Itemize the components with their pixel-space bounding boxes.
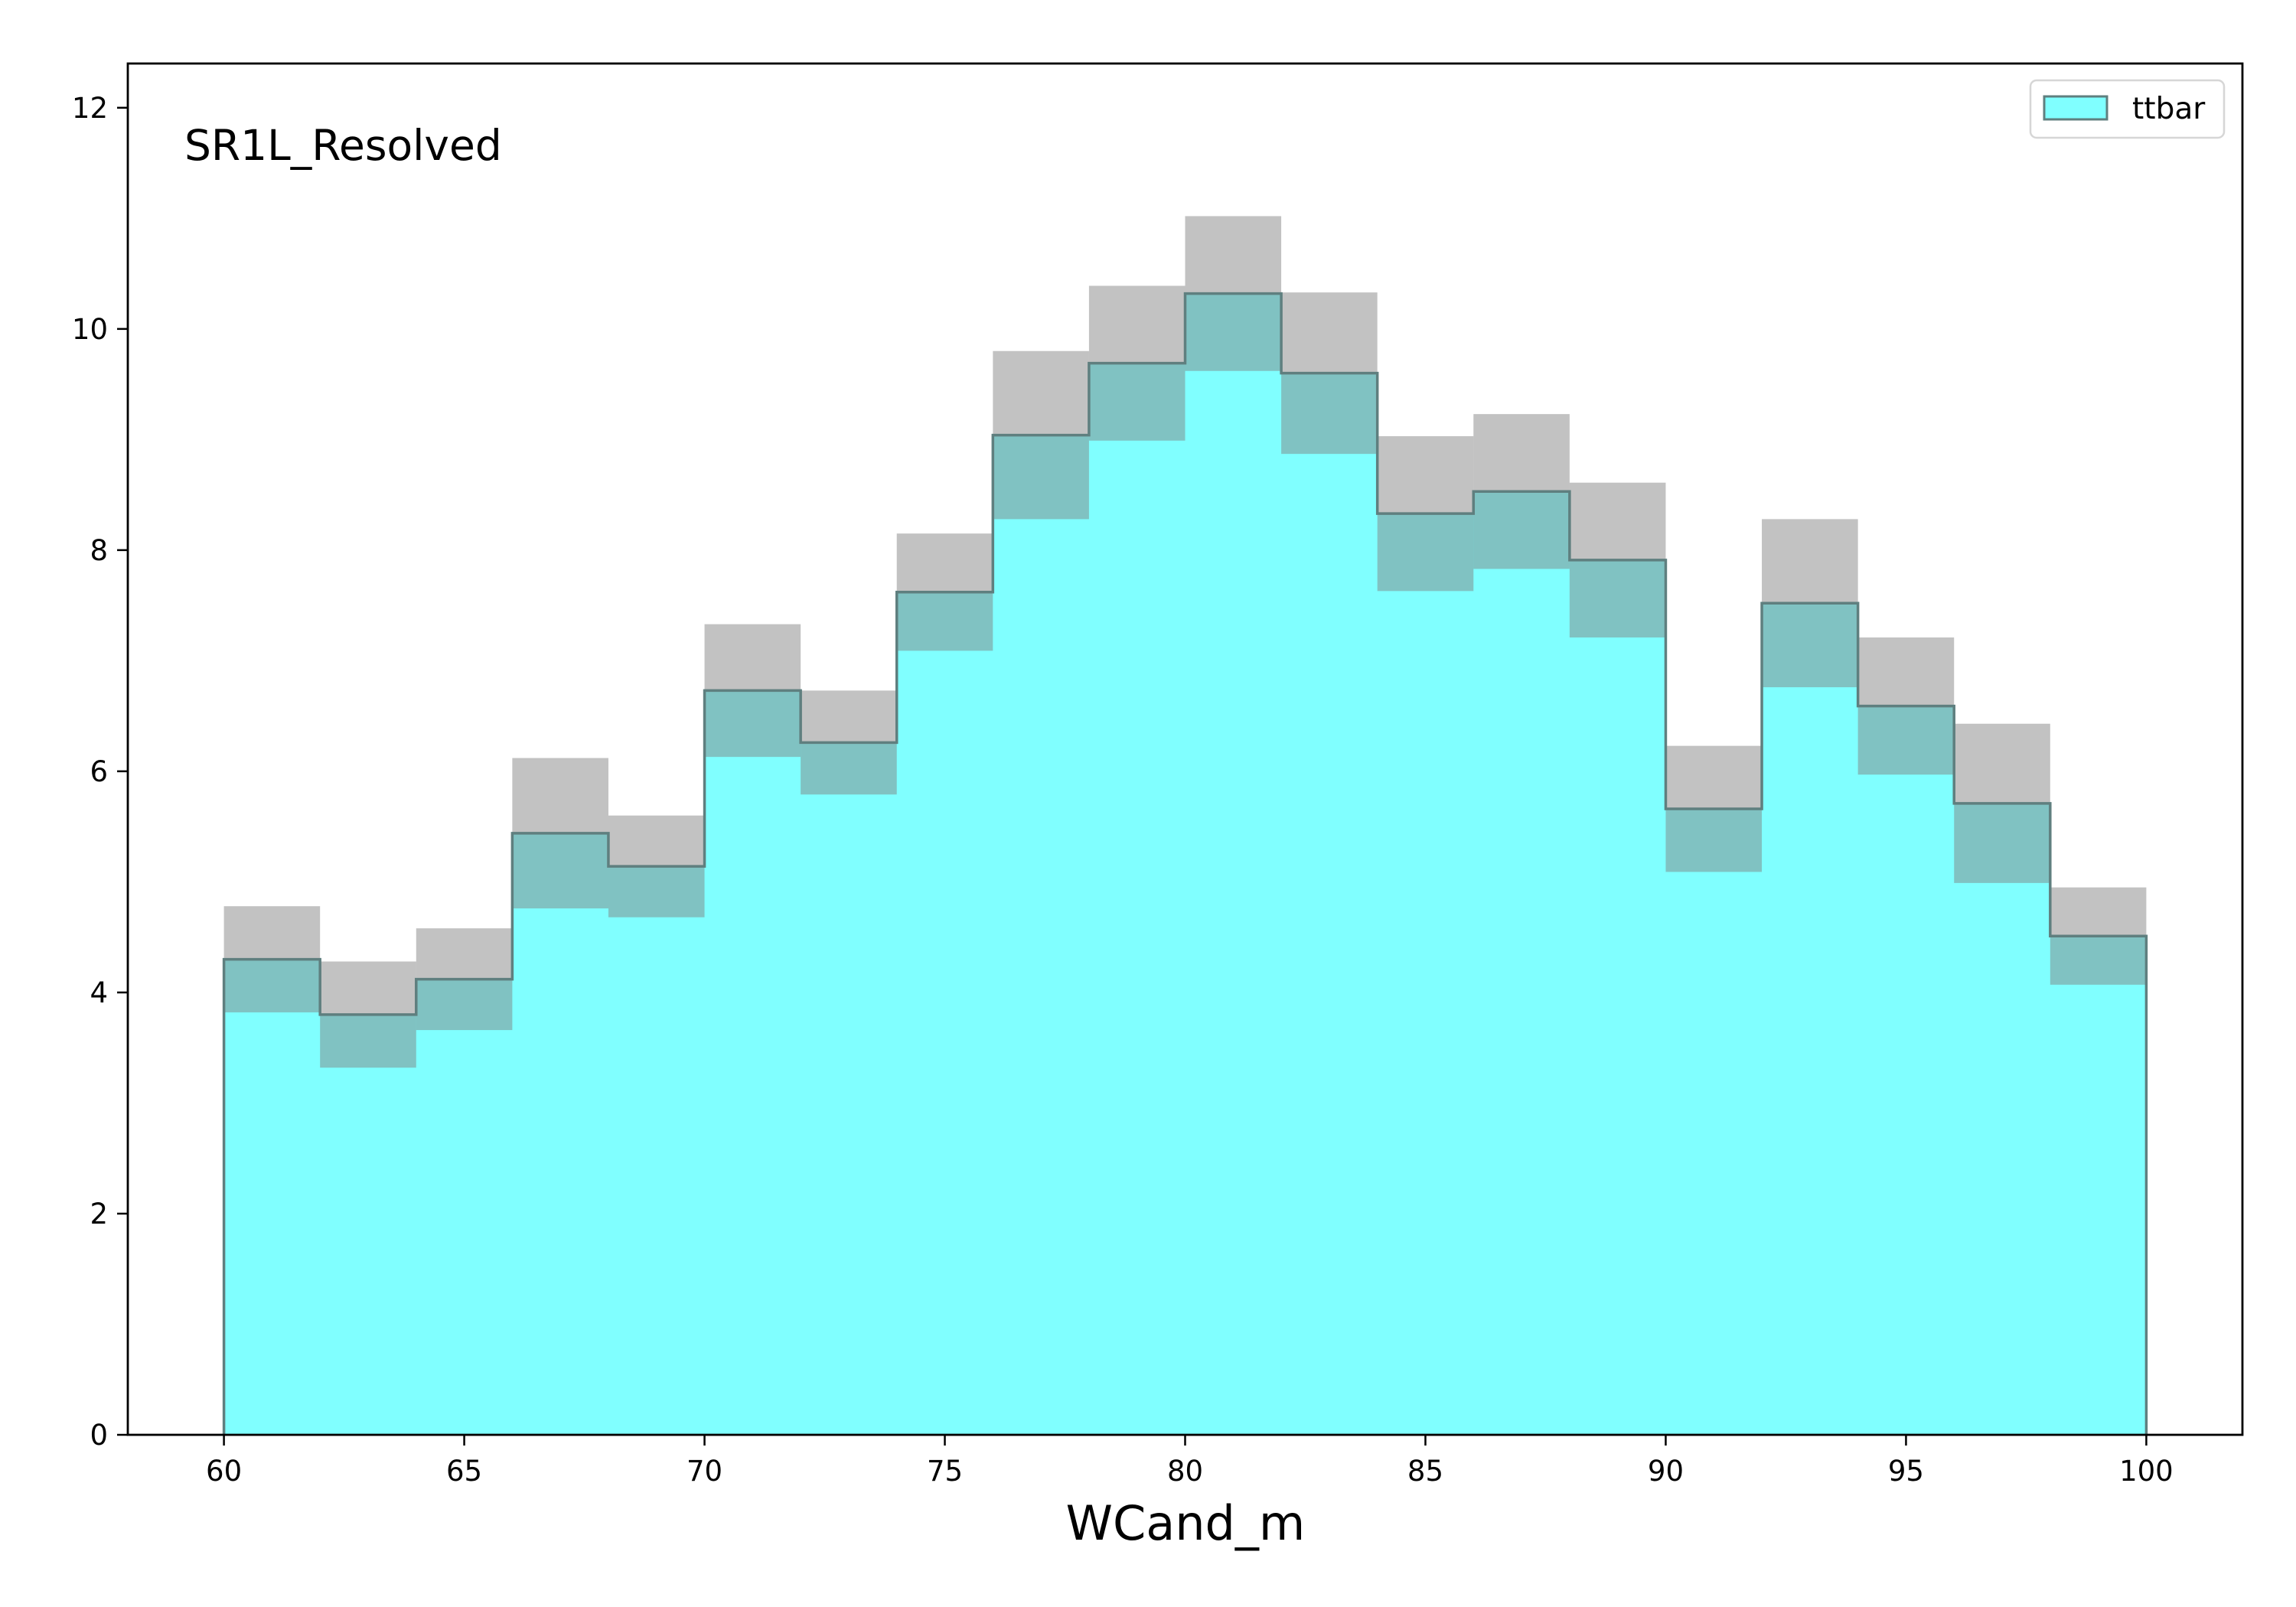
histogram-bar-11 <box>1281 373 1378 1436</box>
histogram-bar-17 <box>1857 706 1955 1435</box>
histogram-bar-12 <box>1377 513 1474 1435</box>
x-axis: 60 65 70 75 80 85 90 95 100 <box>206 1435 2174 1488</box>
histogram-bar-18 <box>1954 803 2051 1435</box>
x-axis-title: WCand_m <box>1066 1495 1306 1551</box>
histogram-bar-9 <box>1088 363 1186 1436</box>
y-tick-label: 0 <box>90 1419 108 1452</box>
y-tick-label: 6 <box>90 755 108 788</box>
histogram-bar-7 <box>896 592 993 1435</box>
y-axis: 0 2 4 6 8 10 12 <box>72 92 128 1452</box>
y-tick-label: 4 <box>90 976 108 1009</box>
histogram-bars <box>223 293 2148 1436</box>
ttbar-step-outline <box>222 292 2148 1435</box>
histogram-bar-2 <box>416 979 513 1435</box>
histogram-bar-15 <box>1665 809 1763 1435</box>
x-tick-label: 60 <box>206 1455 242 1488</box>
x-tick-label: 95 <box>1888 1455 1924 1488</box>
region-annotation: SR1L_Resolved <box>184 121 502 170</box>
x-tick-label: 85 <box>1407 1455 1443 1488</box>
histogram-bar-8 <box>993 435 1090 1435</box>
legend-box <box>2029 79 2226 139</box>
y-tick-label: 2 <box>90 1198 108 1231</box>
histogram-bar-4 <box>608 866 706 1435</box>
histogram-bar-13 <box>1473 491 1570 1436</box>
x-tick-label: 80 <box>1167 1455 1203 1488</box>
x-tick-label: 90 <box>1648 1455 1684 1488</box>
histogram-bar-14 <box>1569 559 1667 1435</box>
histogram-bar-5 <box>704 690 801 1435</box>
histogram-bar-10 <box>1185 293 1282 1436</box>
x-tick-label: 75 <box>927 1455 963 1488</box>
histogram-bar-16 <box>1762 603 1859 1435</box>
legend-label-ttbar: ttbar <box>2132 92 2206 126</box>
x-tick-label: 65 <box>446 1455 482 1488</box>
histogram-bar-3 <box>512 833 609 1435</box>
x-tick-label: 100 <box>2119 1455 2174 1488</box>
y-tick-label: 12 <box>72 92 108 125</box>
histogram-bar-19 <box>2050 936 2148 1435</box>
histogram-bar-0 <box>223 959 321 1435</box>
y-tick-label: 8 <box>90 534 108 567</box>
y-tick-label: 10 <box>72 313 108 346</box>
histogram-bar-6 <box>801 742 898 1435</box>
histogram-bar-1 <box>320 1014 417 1435</box>
legend-swatch-ttbar <box>2043 95 2108 121</box>
legend: ttbar <box>2029 79 2226 139</box>
x-tick-label: 70 <box>687 1455 722 1488</box>
